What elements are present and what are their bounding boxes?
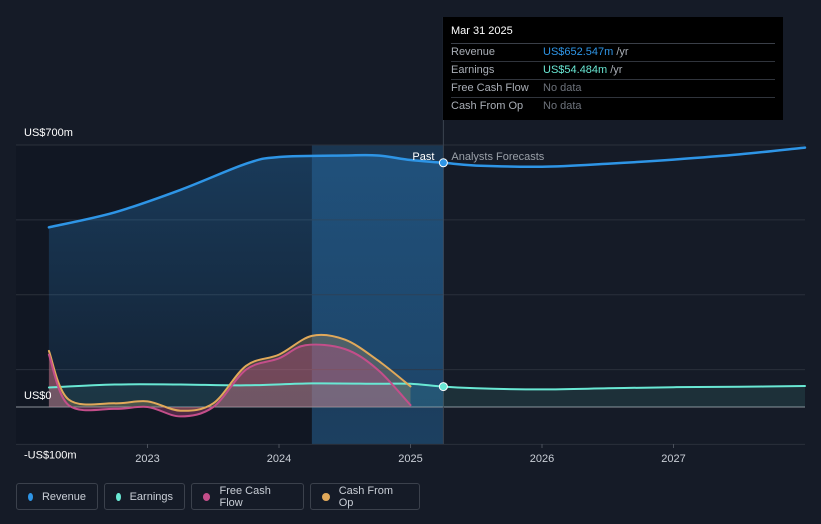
legend-dot-icon [203, 492, 211, 501]
revenue-marker [438, 158, 448, 168]
tooltip-unit: /yr [610, 64, 623, 76]
forecast-label: Analysts Forecasts [451, 151, 544, 163]
legend-dot-icon [116, 492, 121, 501]
free-cash-flow-line [47, 343, 412, 418]
tooltip-row-earnings: Earnings US$54.484m /yr [451, 62, 775, 80]
earnings-marker [438, 382, 448, 392]
earnings-area [48, 383, 805, 407]
tooltip-label: Revenue [451, 46, 496, 58]
tooltip-row-cash-from-op: Cash From Op No data [451, 98, 775, 115]
legend-dot-icon [322, 492, 330, 501]
x-tick-label: 2027 [661, 453, 685, 465]
legend-dot-icon [28, 492, 33, 501]
y-axis-label-top: US$700m [24, 127, 73, 139]
tooltip-row-revenue: Revenue US$652.547m /yr [451, 44, 775, 62]
tooltip-value: No data [543, 82, 582, 94]
legend-label: Free Cash Flow [219, 484, 271, 509]
tooltip-label: Earnings [451, 64, 495, 76]
legend-item-earnings[interactable]: Earnings [104, 483, 185, 510]
past-label: Past [412, 151, 434, 163]
x-tick-label: 2024 [267, 453, 291, 465]
legend-item-free-cash-flow[interactable]: Free Cash Flow [191, 483, 304, 510]
x-tick-label: 2023 [135, 453, 159, 465]
y-axis-label-zero: US$0 [24, 390, 52, 402]
legend-label: Earnings [129, 490, 173, 503]
tooltip-value: No data [543, 100, 582, 112]
cash-from-op-area [48, 334, 411, 411]
x-tick-label: 2025 [398, 453, 422, 465]
earnings-line [47, 382, 806, 391]
revenue-line [47, 146, 807, 229]
free-cash-flow-area [48, 344, 411, 417]
legend-item-cash-from-op[interactable]: Cash From Op [310, 483, 420, 510]
x-tick-label: 2026 [530, 453, 554, 465]
tooltip-label: Free Cash Flow [451, 82, 529, 94]
legend-label: Cash From Op [338, 484, 394, 509]
legend-item-revenue[interactable]: Revenue [16, 483, 98, 510]
tooltip-label: Cash From Op [451, 100, 524, 112]
tooltip: Mar 31 2025 Revenue US$652.547m /yr Earn… [443, 17, 783, 120]
cash-from-op-line [47, 333, 412, 412]
legend: Revenue Earnings Free Cash Flow Cash Fro… [16, 483, 426, 510]
legend-label: Revenue [41, 490, 86, 503]
tooltip-value: US$54.484m [543, 64, 608, 76]
tooltip-row-free-cash-flow: Free Cash Flow No data [451, 80, 775, 98]
tooltip-date: Mar 31 2025 [451, 23, 775, 44]
tooltip-value: US$652.547m [543, 46, 614, 58]
y-axis-label-bottom: -US$100m [24, 449, 77, 461]
revenue-area [48, 155, 444, 407]
tooltip-unit: /yr [616, 46, 629, 58]
